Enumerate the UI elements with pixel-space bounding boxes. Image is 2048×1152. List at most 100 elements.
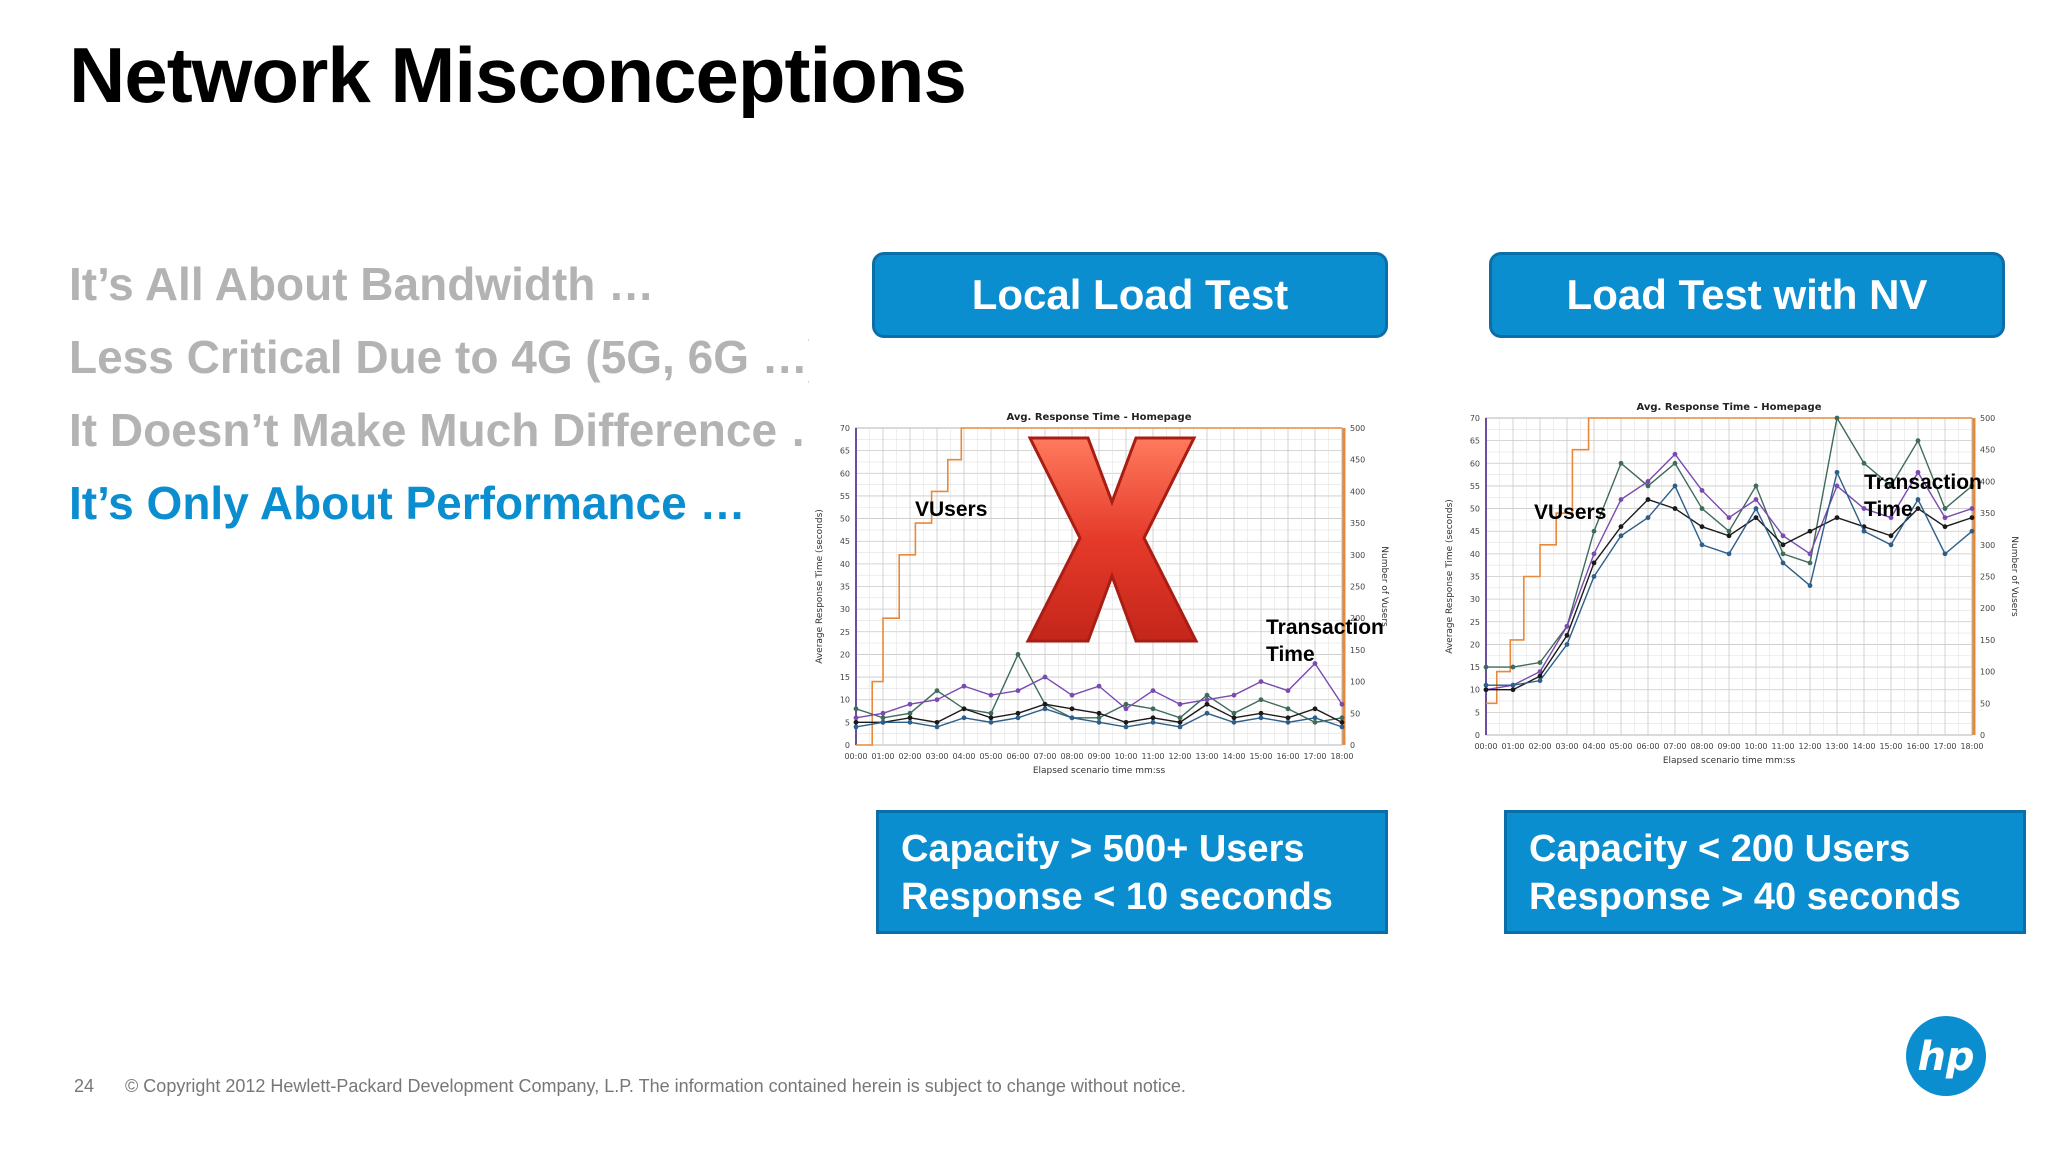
x-tick-label: 12:00 (1798, 742, 1821, 751)
bullet-difference: It Doesn’t Make Much Difference … (69, 404, 809, 456)
x-mark-icon (1025, 436, 1199, 643)
series-point (1537, 678, 1543, 684)
series-point (1564, 642, 1570, 647)
series-point (1015, 715, 1021, 721)
y-tick-label: 5 (845, 718, 850, 727)
x-tick-label: 00:00 (844, 752, 867, 761)
series-point (1618, 524, 1624, 530)
series-point (1780, 551, 1786, 557)
y2-tick-label: 350 (1980, 509, 1995, 518)
y-tick-label: 60 (1470, 459, 1480, 468)
hp-logo-icon: hp (1906, 1016, 1986, 1096)
series-point (988, 692, 994, 698)
x-tick-label: 03:00 (925, 752, 948, 761)
series-point (1645, 497, 1651, 502)
series-point (1312, 719, 1318, 725)
series-point (1042, 674, 1048, 680)
x-tick-label: 10:00 (1114, 752, 1137, 761)
x-tick-label: 17:00 (1933, 742, 1956, 751)
series-point (1015, 652, 1021, 657)
series-point (1861, 460, 1867, 466)
bullet-list: It’s All About Bandwidth … Less Critical… (69, 248, 809, 540)
y-tick-label: 0 (845, 741, 850, 750)
nv-capacity-line: Capacity < 200 Users (1529, 828, 1911, 870)
series-point (1285, 688, 1291, 694)
y-tick-label: 55 (840, 492, 850, 501)
series-point (1753, 515, 1759, 521)
series-point (1150, 715, 1156, 721)
x-tick-label: 13:00 (1825, 742, 1848, 751)
series-point (1015, 688, 1021, 694)
series-point (934, 697, 940, 703)
y2-tick-label: 450 (1350, 456, 1365, 465)
series-point (1942, 506, 1948, 511)
series-point (1123, 706, 1129, 712)
series-point (1510, 687, 1516, 693)
series-point (1753, 483, 1759, 489)
series-point (1069, 715, 1075, 721)
right-transaction-label-2: Time (1864, 498, 1913, 521)
x-axis-label: Elapsed scenario time mm:ss (1033, 766, 1166, 776)
series-point (1591, 551, 1597, 557)
y2-tick-label: 0 (1350, 741, 1355, 750)
x-tick-label: 07:00 (1033, 752, 1056, 761)
series-point (1096, 683, 1102, 689)
series-point (1339, 719, 1345, 725)
x-tick-label: 04:00 (952, 752, 975, 761)
y2-tick-label: 50 (1350, 709, 1360, 718)
series-point (1915, 506, 1921, 511)
x-tick-label: 18:00 (1960, 742, 1983, 751)
series-point (961, 706, 967, 712)
local-load-test-header: Local Load Test (872, 252, 1388, 338)
y2-tick-label: 300 (1980, 541, 1995, 550)
series-point (1942, 515, 1948, 521)
y-tick-label: 10 (840, 696, 850, 705)
series-point (1699, 488, 1705, 493)
series-point (1123, 701, 1129, 707)
series-point (1285, 706, 1291, 712)
y-tick-label: 20 (840, 650, 850, 659)
x-tick-label: 01:00 (871, 752, 894, 761)
series-point (1204, 692, 1210, 698)
series-point (1969, 528, 1975, 534)
series-point (907, 715, 913, 721)
y-axis-label: Average Response Time (seconds) (815, 509, 825, 664)
x-tick-label: 02:00 (898, 752, 921, 761)
bullet-4g: Less Critical Due to 4G (5G, 6G …) (69, 331, 809, 383)
series-point (1483, 687, 1489, 693)
x-tick-label: 05:00 (1609, 742, 1632, 751)
series-point (853, 724, 859, 730)
series-point (1672, 483, 1678, 489)
series-point (1096, 715, 1102, 721)
y-tick-label: 50 (840, 515, 850, 524)
y2-tick-label: 500 (1980, 414, 1995, 423)
vusers-line (1486, 417, 1972, 705)
y-tick-label: 30 (840, 605, 850, 614)
series-point (1204, 697, 1210, 703)
copyright-text: © Copyright 2012 Hewlett-Packard Develop… (125, 1076, 1186, 1096)
x-tick-label: 10:00 (1744, 742, 1767, 751)
series-point (1969, 483, 1975, 489)
left-transaction-label-2: Time (1266, 643, 1315, 666)
y2-tick-label: 150 (1350, 646, 1365, 655)
series-point (961, 683, 967, 689)
series-point (934, 724, 940, 730)
x-tick-label: 12:00 (1168, 752, 1191, 761)
y-axis-label: Average Response Time (seconds) (1445, 499, 1455, 654)
series-point (1177, 724, 1183, 730)
y-tick-label: 65 (840, 447, 850, 456)
vusers-line (856, 427, 1342, 746)
series-point (1807, 528, 1813, 534)
right-transaction-label-1: Transaction (1864, 471, 1982, 494)
series-point (1618, 533, 1624, 539)
series-point (1807, 551, 1813, 557)
slide-title: Network Misconceptions (69, 31, 967, 119)
series-point (1258, 697, 1264, 703)
series-point (934, 688, 940, 694)
x-tick-label: 14:00 (1852, 742, 1875, 751)
series-point (880, 710, 886, 716)
series-point (1564, 632, 1570, 638)
x-tick-label: 07:00 (1663, 742, 1686, 751)
series-point (1699, 542, 1705, 548)
y-tick-label: 55 (1470, 482, 1480, 491)
